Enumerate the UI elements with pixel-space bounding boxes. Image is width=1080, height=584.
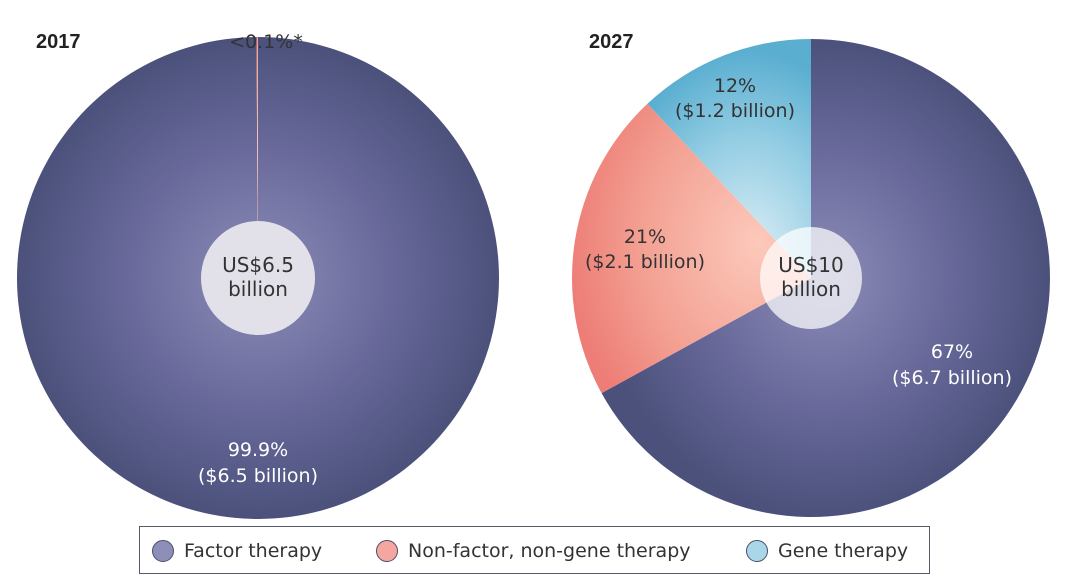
slice-label-nonfactor-value: ($2.1 billion) xyxy=(585,251,705,273)
pie-slice-non-factor-non-gene-therapy xyxy=(571,103,811,394)
slice-label-gene-pct: 12% xyxy=(714,75,756,97)
legend-label: Factor therapy xyxy=(184,540,323,562)
slice-label-factor-value: ($6.5 billion) xyxy=(198,465,318,487)
legend: Factor therapy Non-factor, non-gene ther… xyxy=(139,526,930,574)
legend-swatch-nonfactor xyxy=(376,540,398,562)
pie-slice-gene-therapy xyxy=(647,38,811,278)
slice-label-factor-pct: 99.9% xyxy=(228,439,288,461)
pie-chart-2027: US$10 billion 2027 12% ($1.2 billion) 21… xyxy=(571,31,1050,517)
slice-label-nonfactor: <0.1%* xyxy=(229,31,303,53)
slice-label-nonfactor-pct: 21% xyxy=(624,226,666,248)
chart-title-2017: 2017 xyxy=(36,31,81,53)
center-disc xyxy=(760,227,862,329)
legend-item-gene-therapy: Gene therapy xyxy=(746,527,908,575)
legend-label: Gene therapy xyxy=(778,540,909,562)
center-label-line2: billion xyxy=(781,277,841,301)
slice-label-factor-pct: 67% xyxy=(931,341,973,363)
center-label-line2: billion xyxy=(228,277,288,301)
pie-chart-2017: US$6.5 billion 2017 <0.1%* 99.9% ($6.5 b… xyxy=(17,31,500,519)
center-label-line1: US$10 xyxy=(778,253,844,277)
legend-item-factor-therapy: Factor therapy xyxy=(152,527,322,575)
slice-label-gene-value: ($1.2 billion) xyxy=(675,100,795,122)
legend-swatch-factor xyxy=(152,540,174,562)
chart-title-2027: 2027 xyxy=(589,31,634,53)
slice-label-factor-value: ($6.7 billion) xyxy=(892,367,1012,389)
center-label-line1: US$6.5 xyxy=(222,253,294,277)
pie-slice-non-factor-non-gene-therapy xyxy=(256,37,258,278)
legend-swatch-gene xyxy=(746,540,768,562)
legend-item-non-factor-therapy: Non-factor, non-gene therapy xyxy=(376,527,691,575)
center-disc xyxy=(201,221,315,335)
legend-label: Non-factor, non-gene therapy xyxy=(408,540,691,562)
